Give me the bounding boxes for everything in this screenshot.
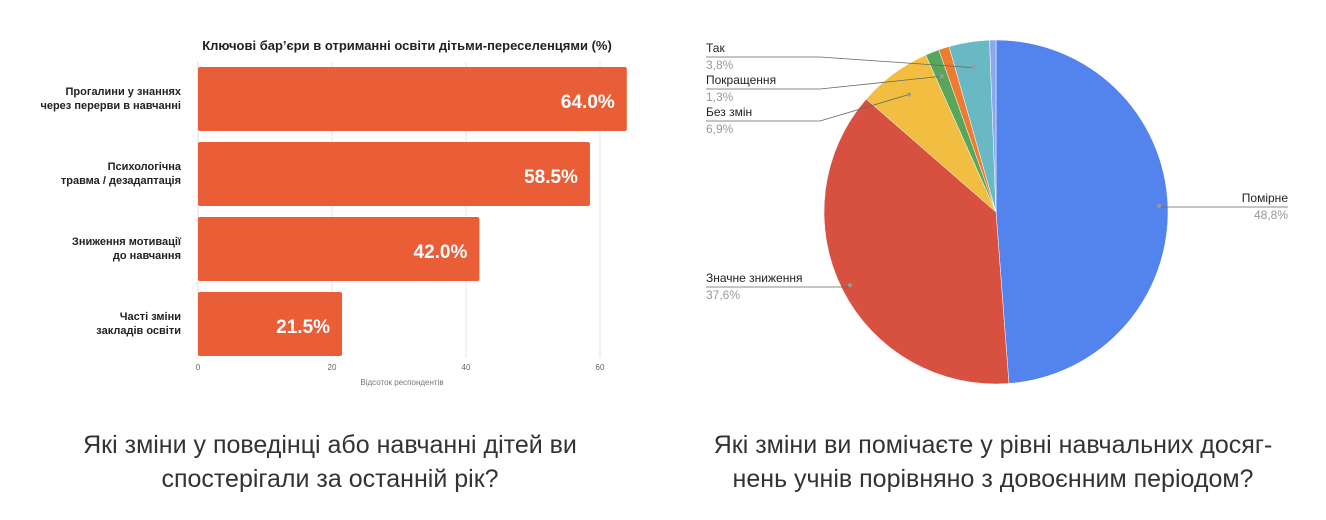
pie-slice-label: Без змін xyxy=(706,105,752,119)
bar-category-label: Психологічна xyxy=(108,161,182,173)
pie-slice xyxy=(995,39,1169,384)
pie-slice xyxy=(989,39,997,213)
bar-category-label: травма / дезадаптація xyxy=(61,175,181,187)
pie-leader-dot xyxy=(1157,203,1162,208)
pie-leader-dot xyxy=(847,283,852,288)
caption-right-line-2: нень учнів порівняно з довоєнним періодо… xyxy=(732,465,1254,493)
bar-category-label: через перерви в навчанні xyxy=(40,100,181,112)
bar-category-label: Часті зміни xyxy=(120,311,181,323)
pie-slice-label: Помірне xyxy=(1242,191,1289,205)
caption-right-line-1: Які зміни ви помічаєте у рівні навчальни… xyxy=(713,431,1273,459)
bar-category-label: закладів освіти xyxy=(96,325,181,337)
caption-left-line-1: Які зміни у поведінці або навчанні дітей… xyxy=(83,431,577,459)
pie-slice-percent: 3,8% xyxy=(706,58,734,72)
x-axis-label: Відсоток респондентів xyxy=(360,378,443,387)
pie-leader-dot xyxy=(971,65,976,70)
pie-slice-label: Так xyxy=(706,41,725,55)
bar xyxy=(198,217,480,281)
pie-leader-line xyxy=(706,285,851,288)
x-tick-label: 20 xyxy=(328,363,337,372)
x-tick-label: 0 xyxy=(196,363,201,372)
pie-slice xyxy=(823,98,1010,385)
pie-slice-percent: 1,3% xyxy=(706,90,734,104)
bar-category-label: до навчання xyxy=(113,250,181,262)
pie-leader-line xyxy=(706,75,942,90)
bar xyxy=(198,67,627,131)
caption-left: Які зміни у поведінці або навчанні дітей… xyxy=(0,428,660,496)
bar-data-label: 58.5% xyxy=(524,167,578,188)
x-tick-label: 40 xyxy=(462,363,471,372)
pie-leader-line xyxy=(706,56,974,68)
pie-leader-dot xyxy=(939,74,944,79)
bar xyxy=(198,292,343,356)
pie-leader-dot xyxy=(906,92,911,97)
bar-category-label: Зниження мотивації xyxy=(72,236,182,248)
charts-canvas: Ключові бар’єри в отриманні освіти дітьм… xyxy=(40,38,1289,387)
pie-slice-label: Значне зниження xyxy=(706,271,802,285)
pie-slice-label: Покращення xyxy=(706,73,776,87)
pie-leader-line xyxy=(1158,205,1288,208)
bar-category-label: Прогалини у знаннях xyxy=(66,86,182,98)
bar-data-label: 64.0% xyxy=(561,92,615,113)
pie-slice-percent: 6,9% xyxy=(706,122,734,136)
bar-chart-title: Ключові бар’єри в отриманні освіти дітьм… xyxy=(202,38,612,53)
bar-data-label: 21.5% xyxy=(276,317,330,338)
bar xyxy=(198,142,590,206)
caption-left-line-2: спостерігали за останній рік? xyxy=(161,465,499,493)
caption-right: Які зміни ви помічаєте у рівні навчальни… xyxy=(660,428,1326,496)
x-tick-label: 60 xyxy=(596,363,605,372)
pie-slice-percent: 37,6% xyxy=(706,288,740,302)
bar-data-label: 42.0% xyxy=(414,242,468,263)
pie-slice-percent: 48,8% xyxy=(1254,208,1288,222)
pie-leader-line xyxy=(706,94,910,122)
